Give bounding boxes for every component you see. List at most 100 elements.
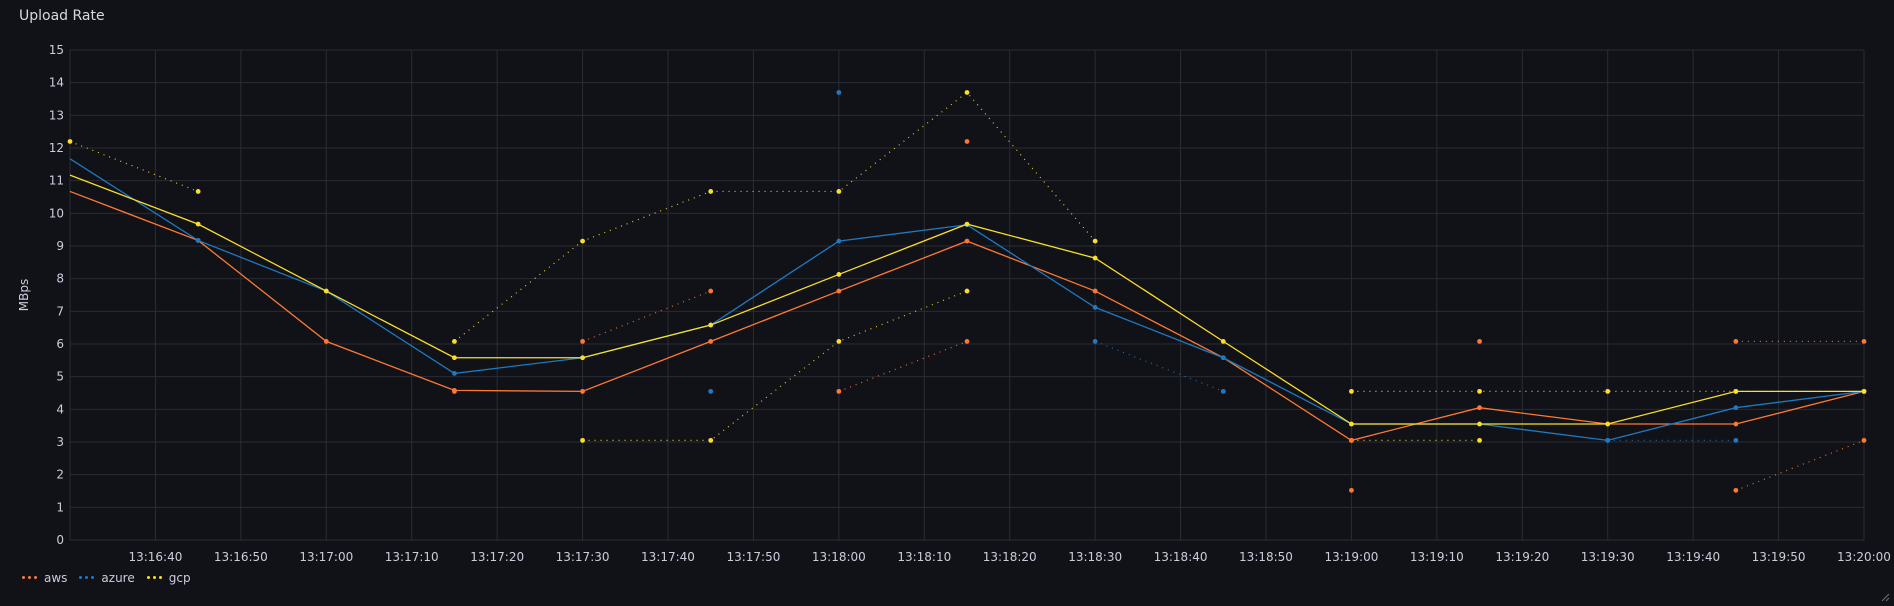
x-tick-label: 13:18:30 [1068, 550, 1122, 564]
legend-swatch-icon [147, 576, 163, 580]
series-aws-point [1477, 405, 1482, 410]
x-tick-label: 13:17:30 [556, 550, 610, 564]
x-tick-label: 13:19:50 [1752, 550, 1806, 564]
x-tick-label: 13:16:50 [214, 550, 268, 564]
y-tick-label: 6 [56, 337, 64, 351]
x-tick-label: 13:19:20 [1495, 550, 1549, 564]
y-tick-label: 0 [56, 533, 64, 547]
series-gcp-point [1733, 389, 1738, 394]
series-gcp-point [196, 222, 201, 227]
series-aws-min-point [1862, 438, 1867, 443]
series-aws-point [1093, 289, 1098, 294]
x-tick-label: 13:18:40 [1154, 550, 1208, 564]
resize-handle-icon[interactable] [1880, 592, 1890, 602]
series-aws-point [836, 289, 841, 294]
x-tick-label: 13:18:50 [1239, 550, 1293, 564]
x-tick-label: 13:17:50 [726, 550, 780, 564]
legend-item-aws[interactable]: aws [22, 571, 67, 585]
x-axis: 13:16:40 13:16:50 13:17:00 13:17:10 13:17:20… [128, 550, 1890, 564]
series-gcp-min-line [583, 291, 967, 440]
series-gcp-point [452, 355, 457, 360]
series-gcp-point [1349, 422, 1354, 427]
y-tick-label: 5 [56, 370, 64, 384]
series-gcp-point [1221, 339, 1226, 344]
x-tick-label: 13:16:40 [128, 550, 182, 564]
legend-item-gcp[interactable]: gcp [147, 571, 191, 585]
series-azure-min-line [1095, 341, 1223, 391]
legend-swatch-icon [22, 576, 38, 580]
y-tick-label: 12 [49, 141, 64, 155]
series-aws-min-point [1349, 488, 1354, 493]
series-gcp-max-line [70, 141, 198, 191]
series-aws-point [1733, 422, 1738, 427]
y-tick-label: 10 [49, 206, 64, 220]
series-azure-point [1093, 305, 1098, 310]
series-aws-max-point [708, 289, 713, 294]
series-gcp-point [1605, 422, 1610, 427]
series-aws-min-point [836, 389, 841, 394]
series-gcp-point [965, 222, 970, 227]
x-tick-label: 13:19:00 [1324, 550, 1378, 564]
series-gcp-max-point [196, 189, 201, 194]
series-aws-point [324, 339, 329, 344]
y-tick-label: 2 [56, 468, 64, 482]
series-gcp-min-point [965, 289, 970, 294]
series-gcp-point [324, 289, 329, 294]
series-azure-point [1733, 405, 1738, 410]
legend: aws azure gcp [22, 571, 191, 585]
series-aws-min-line [1736, 440, 1864, 490]
min-max-bands [68, 90, 1867, 493]
y-tick-label: 9 [56, 239, 64, 253]
series-aws-max-point [965, 139, 970, 144]
series-gcp-point [1093, 256, 1098, 261]
series-aws-point [452, 388, 457, 393]
series-gcp-point [580, 355, 585, 360]
series-aws-min-point [965, 339, 970, 344]
y-tick-label: 4 [56, 402, 64, 416]
series-aws-max-line [583, 291, 711, 341]
x-tick-label: 13:18:00 [812, 550, 866, 564]
x-tick-label: 13:18:10 [897, 550, 951, 564]
y-tick-label: 7 [56, 304, 64, 318]
series-azure-max-point [836, 90, 841, 95]
series-gcp-max-point [965, 90, 970, 95]
series-aws-point [580, 389, 585, 394]
legend-item-azure[interactable]: azure [79, 571, 134, 585]
series-azure-point [452, 371, 457, 376]
series-aws-point [1349, 438, 1354, 443]
series-aws-max-point [1477, 339, 1482, 344]
x-tick-label: 13:19:30 [1581, 550, 1635, 564]
y-tick-label: 1 [56, 500, 64, 514]
series-gcp-min-point [836, 339, 841, 344]
y-tick-label: 13 [49, 108, 64, 122]
series-gcp-point [836, 272, 841, 277]
series-gcp-point [1477, 422, 1482, 427]
legend-swatch-icon [79, 576, 95, 580]
y-tick-label: 3 [56, 435, 64, 449]
series-gcp-max-line [454, 92, 1095, 341]
series-azure-point [196, 238, 201, 243]
series-azure-point [1605, 438, 1610, 443]
x-tick-label: 13:19:10 [1410, 550, 1464, 564]
series-azure-point [1221, 355, 1226, 360]
x-tick-label: 13:17:00 [299, 550, 353, 564]
x-tick-label: 13:19:40 [1666, 550, 1720, 564]
series-aws-min-line [839, 341, 967, 391]
series-aws-point [708, 339, 713, 344]
series-aws-line [70, 191, 1864, 440]
y-axis-label: MBps [17, 279, 31, 311]
x-tick-label: 13:17:10 [385, 550, 439, 564]
x-tick-label: 13:17:20 [470, 550, 524, 564]
series-gcp-point [1862, 389, 1867, 394]
series-lines [70, 159, 1866, 443]
y-tick-label: 8 [56, 272, 64, 286]
legend-label: gcp [169, 571, 191, 585]
x-tick-label: 13:17:40 [641, 550, 695, 564]
series-azure-min-point [1221, 389, 1226, 394]
y-tick-label: 14 [49, 76, 64, 90]
series-azure-min-point [708, 389, 713, 394]
x-tick-label: 13:20:00 [1837, 550, 1891, 564]
legend-label: aws [44, 571, 67, 585]
